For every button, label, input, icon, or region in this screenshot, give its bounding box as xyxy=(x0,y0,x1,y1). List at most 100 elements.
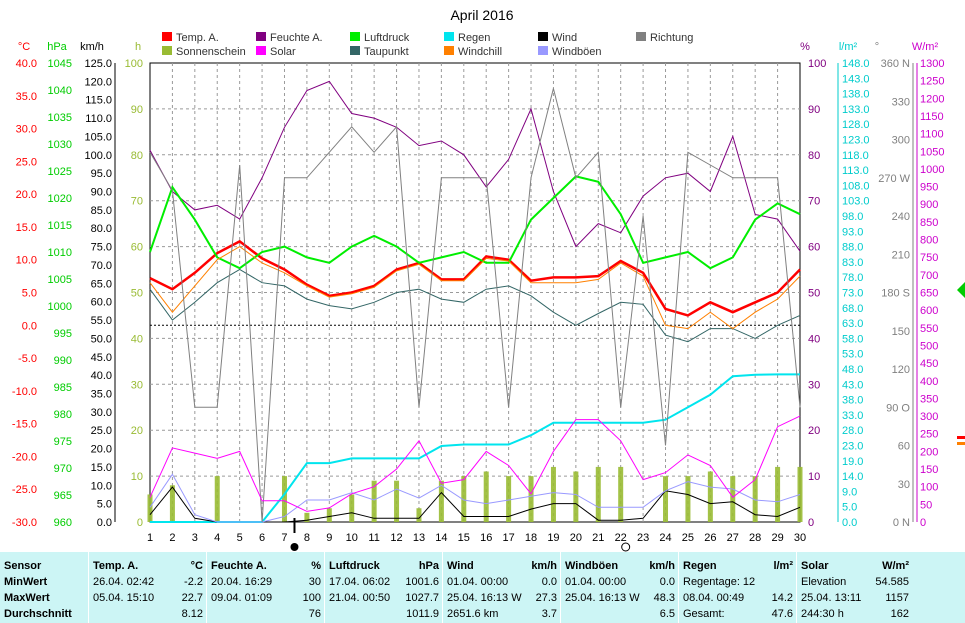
gust-avg-value: 6.5 xyxy=(659,608,675,620)
rain-axis-tick: 33.0 xyxy=(842,410,863,422)
sunshine-axis-tick: 30 xyxy=(131,379,143,391)
rain-days: Regentage: 12 xyxy=(683,576,756,588)
humidity-axis-tick: 0 xyxy=(808,517,814,529)
sunshine-bar xyxy=(416,508,422,522)
humidity-avg-value: 76 xyxy=(308,608,321,620)
sunshine-bar xyxy=(573,471,579,522)
x-tick-label: 11 xyxy=(368,532,379,544)
pressure-axis-unit: hPa xyxy=(47,41,67,53)
wind-axis-tick: 0.0 xyxy=(97,517,112,529)
x-tick-label: 25 xyxy=(682,532,694,544)
pressure-axis-tick: 995 xyxy=(54,328,72,340)
sunshine-bar xyxy=(371,480,377,522)
rain-axis-tick: 118.0 xyxy=(842,150,869,162)
pressure-axis-tick: 1045 xyxy=(48,58,72,70)
full-moon-icon xyxy=(621,542,631,552)
sunshine-bar xyxy=(461,476,467,522)
stats-col-solar: Solar W/m² Elevation 54.585 25.04. 13:11 11… xyxy=(796,552,913,623)
x-tick-label: 18 xyxy=(525,532,537,544)
legend-swatch xyxy=(256,46,266,55)
temp-axis-tick: 5.0 xyxy=(22,288,37,300)
rain-max-time: 08.04. 00:49 xyxy=(683,592,745,604)
rain-axis-unit: l/m² xyxy=(839,41,858,53)
pressure-max-value: 1027.7 xyxy=(405,592,439,604)
rain-axis-tick: 83.0 xyxy=(842,257,863,269)
x-tick-label: 17 xyxy=(502,532,514,544)
sunshine-bar xyxy=(326,508,332,522)
sunshine-axis-tick: 0 xyxy=(137,517,143,529)
solar-axis-tick: 850 xyxy=(920,217,938,229)
pressure-axis-tick: 1005 xyxy=(48,274,72,286)
pressure-axis-tick: 990 xyxy=(54,355,72,367)
wind-axis-tick: 115.0 xyxy=(85,95,112,107)
temp-axis-tick: -30.0 xyxy=(12,517,37,529)
direction-axis-tick: 210 xyxy=(892,249,910,261)
sunshine-bar xyxy=(618,466,624,522)
direction-axis-tick: 0 N xyxy=(893,517,910,529)
rain-axis-tick: 88.0 xyxy=(842,242,863,254)
pressure-axis-tick: 960 xyxy=(54,517,72,529)
stats-header-rain: Regen xyxy=(683,560,717,572)
solar-axis-tick: 600 xyxy=(920,305,938,317)
sunshine-bar xyxy=(483,471,489,522)
temp-axis-tick: 15.0 xyxy=(16,222,37,234)
x-tick-label: 14 xyxy=(435,532,447,544)
stats-header-humidity: Feuchte A. xyxy=(211,560,267,572)
legend-swatch xyxy=(444,46,454,55)
sunshine-bar xyxy=(506,476,512,522)
rain-axis-tick: 0.0 xyxy=(842,517,857,529)
legend-swatch xyxy=(538,32,548,41)
legend-label: Windchill xyxy=(458,46,502,58)
x-tick-label: 24 xyxy=(659,532,671,544)
wind-min-value: 0.0 xyxy=(541,576,557,588)
x-tick-label: 27 xyxy=(727,532,739,544)
x-tick-label: 22 xyxy=(615,532,627,544)
sunshine-bar xyxy=(147,494,153,522)
solar-axis-tick: 0 xyxy=(920,517,926,529)
humidity-axis-tick: 80 xyxy=(808,150,820,162)
direction-axis-tick: 30 xyxy=(898,479,910,491)
solar-axis-tick: 1200 xyxy=(920,93,944,105)
rain-axis-tick: 103.0 xyxy=(842,196,870,208)
pressure-marker-icon xyxy=(957,282,965,298)
direction-axis-tick: 330 xyxy=(892,96,910,108)
rain-axis-tick: 138.0 xyxy=(842,89,870,101)
x-tick-label: 26 xyxy=(704,532,716,544)
wind-axis-tick: 35.0 xyxy=(91,388,112,400)
pressure-axis-tick: 970 xyxy=(54,463,72,475)
wind-axis-tick: 95.0 xyxy=(91,168,112,180)
temp-avg-value: 8.12 xyxy=(181,608,203,620)
x-tick-label: 28 xyxy=(749,532,761,544)
solar-axis-tick: 400 xyxy=(920,376,938,388)
wind-axis-tick: 25.0 xyxy=(91,425,112,437)
legend-swatch xyxy=(636,32,646,41)
direction-axis-tick: 240 xyxy=(892,211,910,223)
series-line-solar xyxy=(149,415,801,512)
weather-chart: April 201640.035.030.025.020.015.010.05.… xyxy=(12,7,965,552)
sunshine-bar xyxy=(752,476,758,522)
solar-axis-unit: W/m² xyxy=(912,41,939,53)
sunshine-bar xyxy=(685,476,691,522)
stats-col-sensor: Sensor MinWert MaxWert Durchschnitt xyxy=(0,552,88,623)
humidity-axis-tick: 90 xyxy=(808,104,820,116)
legend-label: Solar xyxy=(270,46,296,58)
rain-axis-tick: 128.0 xyxy=(842,119,870,131)
stats-col-rain: Regen l/m² Regentage: 12 08.04. 00:49 14.2… xyxy=(678,552,797,623)
pressure-axis-tick: 1030 xyxy=(48,139,72,151)
rain-axis-tick: 63.0 xyxy=(842,318,863,330)
sunshine-axis-tick: 100 xyxy=(125,58,143,70)
sunshine-bar xyxy=(775,466,781,522)
rain-axis-tick: 98.0 xyxy=(842,211,863,223)
rain-axis-tick: 58.0 xyxy=(842,333,863,345)
sunshine-bar xyxy=(528,476,534,522)
series-line-richtung xyxy=(149,88,801,523)
wind-axis-tick: 60.0 xyxy=(91,297,112,309)
gust-min-value: 0.0 xyxy=(659,576,675,588)
sunshine-axis-tick: 50 xyxy=(131,288,143,300)
rain-axis-tick: 148.0 xyxy=(842,58,870,70)
wind-axis-tick: 75.0 xyxy=(91,242,112,254)
humidity-axis-tick: 20 xyxy=(808,425,820,437)
humidity-max-value: 100 xyxy=(302,592,321,604)
temp-axis-tick: 10.0 xyxy=(16,255,37,267)
x-tick-label: 2 xyxy=(169,532,175,544)
